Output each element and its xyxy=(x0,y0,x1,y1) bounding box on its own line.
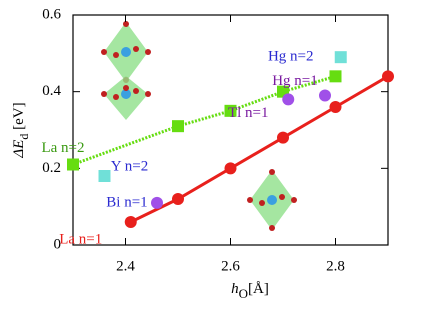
marker xyxy=(224,104,237,117)
marker xyxy=(172,120,184,133)
series-label: Y n=2 xyxy=(111,158,149,174)
marker xyxy=(124,216,137,228)
x-tick-label: 2.6 xyxy=(221,258,240,274)
y-axis-label-part: ΔE xyxy=(11,140,27,159)
series-label: Bi n=1 xyxy=(106,194,147,210)
octahedron-icons xyxy=(101,21,297,231)
marker xyxy=(334,51,347,64)
marker xyxy=(282,93,295,106)
x-tick-label: 2.8 xyxy=(326,258,345,274)
marker xyxy=(67,158,79,171)
x-tick-label: 2.4 xyxy=(116,258,135,274)
marker xyxy=(382,70,394,83)
marker xyxy=(329,70,342,83)
x-axis-label: hO[Å] xyxy=(231,281,269,301)
marker xyxy=(329,101,342,113)
series-label: Tl n=1 xyxy=(228,105,269,121)
y-tick-label: 0.6 xyxy=(42,6,61,22)
marker xyxy=(319,89,331,102)
series-label: La n=2 xyxy=(41,140,84,156)
x-axis-label-part: h xyxy=(231,281,239,297)
series-label: Hg n=2 xyxy=(268,49,314,65)
series-label: La n=1 xyxy=(59,231,102,247)
y-axis-label-part: d xyxy=(17,134,31,140)
marker xyxy=(277,131,289,144)
marker xyxy=(98,170,111,182)
y-tick-label: 0.4 xyxy=(42,83,61,99)
marker xyxy=(151,196,163,209)
series-line xyxy=(130,75,389,224)
y-tick-label: 0 xyxy=(54,236,62,252)
x-axis-label-part: [Å] xyxy=(248,281,269,297)
y-axis-label-part: [eV] xyxy=(11,102,27,133)
x-axis-label-part: O xyxy=(239,286,248,301)
series-label: Hg n=1 xyxy=(272,73,318,89)
y-tick-label: 0.2 xyxy=(42,160,61,176)
y-axis-label: ΔEd [eV] xyxy=(11,102,30,158)
marker xyxy=(172,193,184,205)
marker xyxy=(224,162,237,175)
